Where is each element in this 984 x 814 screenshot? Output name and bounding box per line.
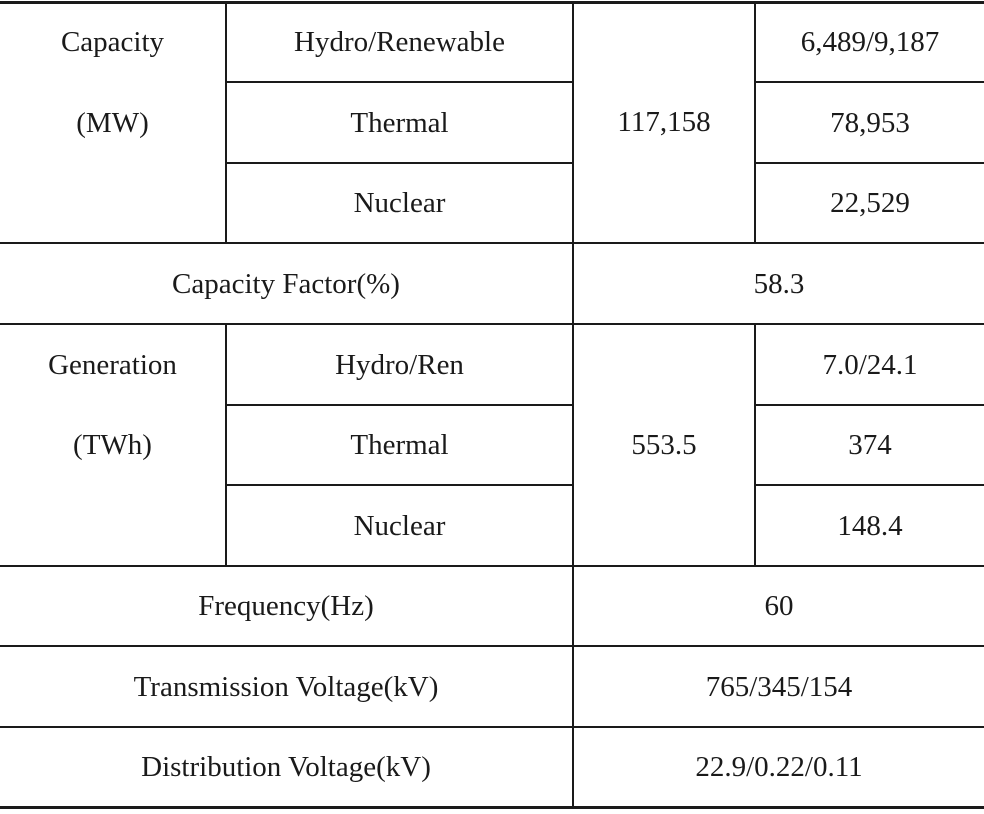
row-divider <box>755 484 984 486</box>
row-divider <box>755 162 984 164</box>
capacity-total: 117,158 <box>617 106 711 138</box>
distribution-voltage-label: Distribution Voltage(kV) <box>141 751 431 783</box>
column-divider <box>754 2 756 243</box>
capacity-label: Capacity <box>60 25 165 58</box>
capacity-value-hydro: 6,489/9,187 <box>800 25 940 58</box>
generation-value-thermal: 374 <box>848 429 892 461</box>
generation-total: 553.5 <box>631 429 697 461</box>
generation-unit: (TWh) <box>73 429 152 461</box>
frequency-value: 60 <box>764 590 794 622</box>
capacity-type-thermal: Thermal <box>350 106 449 139</box>
row-divider <box>755 404 984 406</box>
generation-type-nuclear: Nuclear <box>353 509 446 542</box>
capacity-value-thermal: 78,953 <box>830 106 910 139</box>
row-divider <box>0 726 984 728</box>
capacity-value-nuclear: 22,529 <box>830 187 910 219</box>
capacity-type-hydro: Hydro/Renewable <box>294 25 505 58</box>
column-divider <box>572 2 574 808</box>
row-divider <box>226 404 573 406</box>
table-bottom-border <box>0 806 984 809</box>
generation-value-nuclear: 148.4 <box>837 509 903 542</box>
generation-type-hydro: Hydro/Ren <box>335 348 464 381</box>
row-divider <box>0 565 984 567</box>
column-divider <box>754 324 756 566</box>
column-divider <box>225 2 227 243</box>
capacity-unit: (MW) <box>76 106 149 139</box>
generation-type-thermal: Thermal <box>350 429 449 461</box>
transmission-voltage-value: 765/345/154 <box>705 670 853 703</box>
row-divider <box>755 81 984 83</box>
generation-label: Generation <box>48 348 177 381</box>
transmission-voltage-label: Transmission Voltage(kV) <box>133 670 439 703</box>
row-divider <box>226 484 573 486</box>
generation-value-hydro: 7.0/24.1 <box>822 348 918 381</box>
table-top-border <box>0 1 984 4</box>
row-divider <box>0 323 984 325</box>
capacity-factor-label: Capacity Factor(%) <box>172 267 400 300</box>
row-divider <box>0 242 984 244</box>
distribution-voltage-value: 22.9/0.22/0.11 <box>695 751 863 783</box>
row-divider <box>226 162 573 164</box>
column-divider <box>225 324 227 566</box>
capacity-type-nuclear: Nuclear <box>353 187 446 219</box>
row-divider <box>0 645 984 647</box>
frequency-label: Frequency(Hz) <box>198 590 374 622</box>
row-divider <box>226 81 573 83</box>
capacity-factor-value: 58.3 <box>753 267 805 300</box>
